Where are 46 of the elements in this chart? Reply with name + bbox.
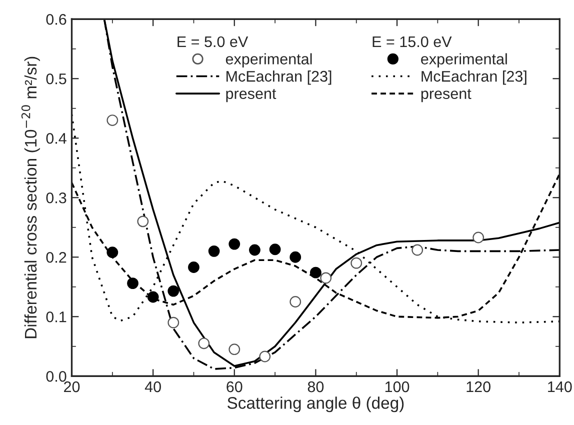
x-tick-label: 120 bbox=[466, 381, 490, 392]
y-tick-label: 0.1 bbox=[46, 311, 66, 322]
point bbox=[228, 344, 240, 356]
x-axis-title: Scattering angle θ (deg) bbox=[228, 396, 404, 412]
x-tick-label: 40 bbox=[144, 381, 161, 392]
y-tick-label: 0.2 bbox=[46, 252, 66, 263]
point bbox=[168, 316, 180, 328]
point bbox=[137, 216, 149, 228]
y-tick-label: 0.3 bbox=[46, 192, 66, 204]
legend-label: experimental bbox=[226, 53, 312, 68]
y-tick-label: 0.5 bbox=[46, 73, 66, 84]
legend-label: McEachran [23] bbox=[422, 70, 526, 85]
x-tick-label: 20 bbox=[64, 381, 80, 392]
point bbox=[350, 257, 362, 269]
point bbox=[127, 278, 138, 290]
legend-label: McEachran [23] bbox=[226, 70, 332, 85]
point bbox=[472, 232, 484, 244]
point bbox=[208, 245, 220, 257]
annotation: E = 15.0 eV bbox=[372, 36, 452, 48]
point bbox=[259, 350, 271, 362]
annotation: E = 5.0 eV bbox=[178, 36, 248, 48]
point bbox=[310, 266, 322, 278]
point bbox=[147, 291, 159, 303]
point bbox=[188, 262, 200, 273]
x-tick-label: 100 bbox=[385, 381, 410, 392]
y-axis-title: Differential cross section (10$^{−20}$ m²/sr) bbox=[21, 56, 40, 338]
point bbox=[168, 285, 180, 297]
point bbox=[320, 272, 332, 284]
x-tick-label: 80 bbox=[308, 381, 324, 392]
point bbox=[106, 114, 118, 126]
legend-label: present bbox=[226, 89, 276, 102]
point bbox=[290, 251, 302, 263]
legend-label: experimental bbox=[421, 53, 507, 68]
y-tick-label: 0.4 bbox=[46, 132, 66, 144]
point bbox=[269, 244, 281, 256]
y-tick-label: 0.0 bbox=[46, 370, 66, 382]
point bbox=[198, 338, 210, 350]
point bbox=[412, 244, 424, 256]
x-tick-label: 60 bbox=[226, 381, 242, 392]
y-tick-label: 0.6 bbox=[46, 14, 66, 25]
point bbox=[106, 246, 118, 258]
x-tick-label: 140 bbox=[548, 381, 572, 392]
legend-label: present bbox=[421, 89, 472, 102]
point bbox=[290, 296, 302, 308]
point bbox=[228, 238, 240, 250]
point bbox=[249, 244, 260, 256]
